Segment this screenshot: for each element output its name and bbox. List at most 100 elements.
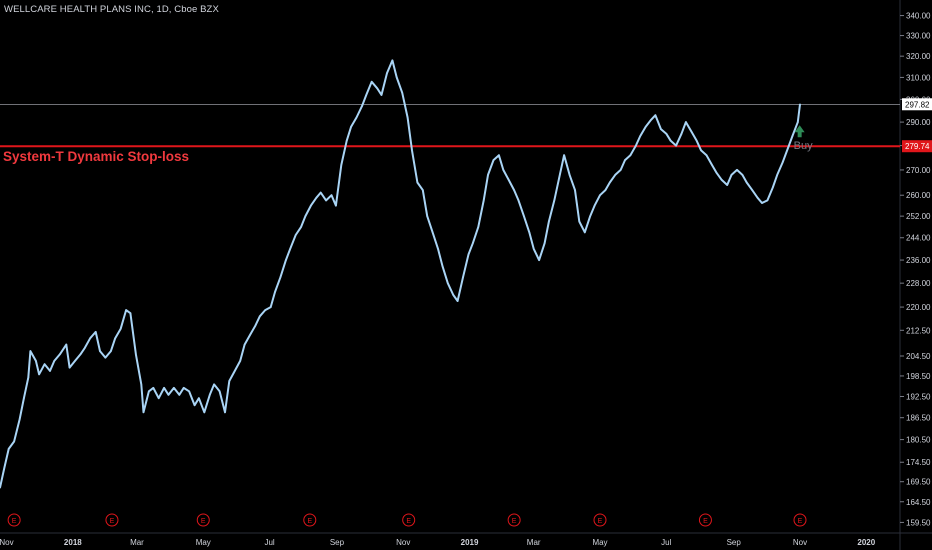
price-point (335, 204, 337, 207)
price-point (563, 154, 565, 156)
earnings-marker-icon[interactable] (593, 513, 607, 527)
price-point (193, 404, 196, 407)
price-point (365, 94, 368, 96)
price-point (751, 189, 753, 191)
price-point (528, 231, 531, 234)
price-point (13, 440, 15, 443)
price-point (660, 128, 662, 130)
x-tick-label: Nov (0, 538, 14, 547)
price-point (249, 334, 251, 336)
x-tick-label: Sep (727, 538, 742, 547)
price-point (65, 343, 68, 346)
price-point (776, 174, 778, 176)
price-point (285, 259, 287, 261)
y-tick-label: 220.00 (906, 303, 931, 312)
earnings-marker-label: E (703, 518, 708, 525)
price-point (274, 291, 276, 293)
price-point (467, 253, 470, 256)
y-tick-label: 310.00 (906, 73, 931, 82)
price-point (416, 181, 419, 184)
price-point (203, 411, 206, 414)
price-point (498, 154, 500, 156)
price-point (669, 140, 672, 142)
price-point (720, 179, 723, 181)
price-point (173, 387, 175, 389)
stop-loss-annotation: System-T Dynamic Stop-loss (3, 149, 190, 164)
y-tick-label: 186.50 (906, 414, 931, 423)
price-point (441, 265, 444, 267)
price-point (629, 154, 632, 156)
price-point (300, 226, 302, 228)
earnings-marker-icon[interactable] (402, 513, 416, 527)
price-point (548, 220, 550, 223)
price-point (574, 189, 576, 191)
y-tick-label: 244.00 (906, 234, 931, 243)
earnings-marker-icon[interactable] (507, 513, 521, 527)
earnings-marker-icon[interactable] (303, 513, 317, 527)
price-point (213, 383, 215, 386)
price-point (7, 448, 10, 450)
last-price-label: 297.82 (905, 100, 930, 109)
earnings-marker-label: E (12, 518, 17, 525)
price-point (361, 105, 363, 107)
price-point (104, 356, 107, 359)
price-point (59, 353, 61, 356)
price-point (188, 390, 190, 393)
x-tick-label: Mar (130, 538, 144, 547)
price-point (745, 181, 748, 184)
price-point (532, 248, 535, 250)
x-tick-label: Jul (264, 538, 274, 547)
price-point (376, 87, 379, 90)
y-tick-label: 330.00 (906, 32, 931, 41)
price-point (345, 140, 348, 142)
price-point (736, 169, 738, 171)
x-tick-label: May (196, 538, 211, 547)
chart-symbol-title: WELLCARE HEALTH PLANS INC, 1D, Cboe BZX (4, 4, 219, 15)
price-point (209, 394, 211, 396)
price-point (167, 394, 170, 396)
y-tick-label: 340.00 (906, 12, 931, 21)
earnings-marker-icon[interactable] (105, 513, 119, 527)
y-tick-label: 290.00 (906, 118, 931, 127)
y-tick-label: 252.00 (906, 212, 931, 221)
price-point (224, 411, 226, 414)
price-point (477, 226, 480, 228)
price-point (38, 373, 40, 376)
price-point (148, 390, 150, 393)
price-point (53, 360, 56, 362)
y-tick-label: 198.50 (906, 372, 931, 381)
price-point (650, 119, 652, 121)
price-point (711, 164, 713, 166)
price-point (523, 215, 525, 217)
price-point (330, 194, 333, 196)
y-tick-label: 212.50 (906, 326, 931, 335)
earnings-marker-label: E (512, 518, 517, 525)
x-tick-label: Sep (330, 538, 345, 547)
stop-loss-price-label: 279.74 (905, 142, 930, 151)
earnings-marker-icon[interactable] (698, 513, 712, 527)
price-point (624, 159, 626, 161)
price-point (325, 199, 327, 202)
price-point (726, 184, 728, 186)
price-point (690, 130, 693, 133)
price-point (234, 370, 236, 372)
price-point (431, 231, 434, 234)
earnings-marker-icon[interactable] (7, 513, 21, 527)
price-point (685, 121, 687, 123)
price-point (799, 103, 801, 106)
earnings-marker-icon[interactable] (793, 513, 807, 527)
price-point (304, 215, 307, 217)
price-point (152, 387, 155, 389)
price-point (406, 116, 409, 119)
price-point (119, 327, 122, 330)
y-tick-label: 236.00 (906, 256, 931, 265)
price-point (27, 376, 30, 379)
price-point (797, 121, 799, 123)
price-point (89, 337, 91, 340)
price-point (18, 418, 21, 421)
price-point (437, 248, 439, 250)
price-point (228, 380, 231, 382)
earnings-marker-icon[interactable] (196, 513, 210, 527)
price-point (355, 116, 358, 119)
